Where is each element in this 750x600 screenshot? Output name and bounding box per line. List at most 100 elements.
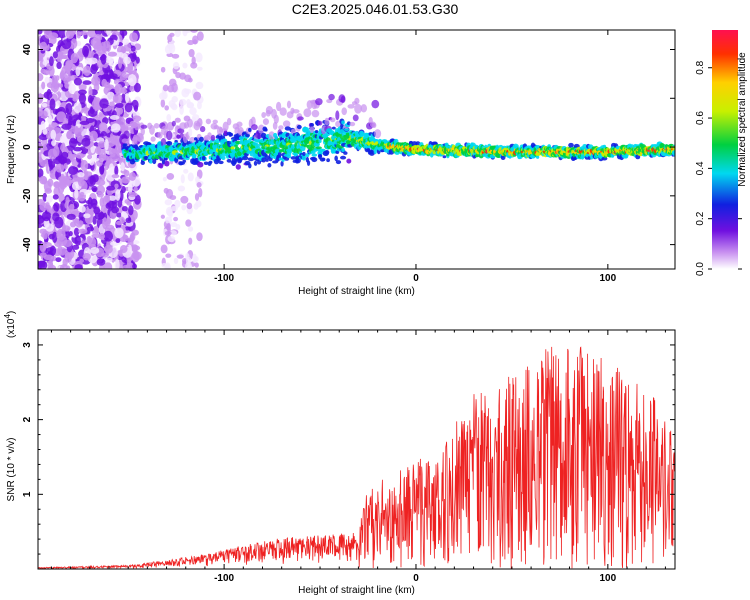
snr-series-line — [38, 346, 675, 569]
heatmap-cell — [149, 124, 155, 135]
heatmap-cell — [226, 117, 232, 126]
heatmap-cell — [189, 136, 196, 143]
heatmap-cell — [275, 101, 282, 112]
heatmap-cell — [70, 38, 78, 49]
heatmap-cell — [132, 115, 142, 122]
heatmap-cell — [223, 130, 228, 136]
heatmap-cell — [442, 155, 447, 159]
heatmap-cell — [73, 101, 82, 114]
heatmap-cell — [166, 113, 172, 122]
heatmap-cell — [163, 157, 168, 161]
heatmap-cell — [120, 185, 126, 194]
y-tick-label: 3 — [22, 342, 33, 348]
heatmap-cell — [130, 245, 141, 252]
heatmap-cell — [174, 199, 181, 208]
snr-scale-exponent: 4 — [3, 314, 12, 319]
heatmap-cell — [166, 141, 173, 146]
heatmap-cell — [317, 120, 323, 126]
heatmap-cell — [324, 117, 330, 126]
heatmap-cell — [38, 86, 43, 94]
heatmap-cell — [140, 160, 145, 166]
heatmap-cell — [182, 159, 186, 163]
heatmap-cell — [177, 128, 185, 134]
heatmap-cell — [112, 93, 123, 104]
heatmap-cell — [51, 231, 58, 244]
snr-panel: -100 0 100 1 2 3 Height of straight line (km)… — [3, 311, 676, 596]
heatmap-cell — [190, 30, 198, 33]
heatmap-cell — [331, 126, 336, 130]
chart-title: C2E3.2025.046.01.53.G30 — [292, 1, 459, 17]
heatmap-cell — [273, 114, 279, 124]
heatmap-cell — [72, 125, 80, 135]
heatmap-cell — [103, 230, 114, 242]
heatmap-cell — [360, 104, 368, 113]
heatmap-cell — [50, 255, 57, 262]
y-tick-label: 2 — [22, 416, 33, 422]
heatmap-cell — [83, 213, 91, 219]
heatmap-cell — [58, 83, 64, 88]
heatmap-cell — [180, 195, 189, 204]
heatmap-cell — [170, 222, 178, 228]
heatmap-cell — [39, 252, 47, 258]
heatmap-cell — [212, 119, 218, 124]
heatmap-cell — [89, 175, 94, 185]
heatmap-cell — [314, 129, 319, 134]
heatmap-cell — [328, 93, 335, 101]
heatmap-cell — [121, 138, 130, 144]
heatmap-cell — [347, 104, 355, 109]
heatmap-cell — [59, 179, 67, 190]
heatmap-cell — [209, 149, 215, 154]
heatmap-cell — [185, 261, 192, 269]
heatmap-cell — [124, 102, 133, 113]
heatmap-cell — [82, 252, 91, 261]
heatmap-cell — [235, 164, 241, 170]
heatmap-cell — [61, 39, 72, 50]
heatmap-cell — [82, 80, 92, 85]
heatmap-cell — [57, 30, 67, 39]
heatmap-cell — [161, 91, 168, 100]
heatmap-cell — [55, 163, 65, 173]
heatmap-cell — [47, 178, 54, 187]
heatmap-cell — [50, 129, 57, 140]
heatmap-cell — [191, 117, 196, 122]
heatmap-cell — [143, 155, 149, 161]
heatmap-cell — [343, 151, 348, 155]
heatmap-cell — [79, 120, 90, 126]
heatmap-cell — [103, 262, 113, 269]
heatmap-cell — [182, 62, 188, 69]
heatmap-cell — [72, 93, 78, 100]
heatmap-cell — [188, 237, 193, 245]
x-tick-label: -100 — [214, 573, 234, 584]
heatmap-cell — [104, 244, 113, 254]
heatmap-cell — [91, 185, 98, 192]
heatmap-cell — [341, 107, 348, 116]
heatmap-cell — [222, 121, 229, 132]
heatmap-cell — [248, 163, 252, 169]
heatmap-cell — [74, 188, 79, 199]
heatmap-cell — [74, 264, 83, 269]
heatmap-cell — [121, 30, 128, 36]
heatmap-cell — [79, 205, 86, 213]
heatmap-cell — [185, 219, 192, 227]
colorbar-tick-label: 0.6 — [695, 111, 706, 125]
heatmap-cell — [56, 111, 67, 123]
y-tick-label: 40 — [22, 44, 33, 56]
snr-scale-factor: (x104) — [3, 311, 17, 338]
heatmap-cell — [64, 252, 73, 263]
heatmap-cell — [78, 93, 87, 104]
heatmap-cell — [121, 206, 128, 212]
heatmap-cell — [47, 148, 58, 160]
colorbar-tick-label: 0.2 — [695, 211, 706, 225]
heatmap-cell — [52, 194, 59, 200]
heatmap-cell — [134, 194, 141, 205]
heatmap-cell — [59, 154, 64, 165]
heatmap-cell — [78, 228, 88, 234]
heatmap-cell — [124, 93, 130, 103]
heatmap-cell — [194, 262, 199, 268]
heatmap-cell — [51, 140, 57, 146]
heatmap-cell — [91, 76, 101, 86]
heatmap-cell — [111, 148, 117, 154]
spectrogram-heatmap — [38, 30, 675, 269]
heatmap-cell — [207, 132, 212, 138]
